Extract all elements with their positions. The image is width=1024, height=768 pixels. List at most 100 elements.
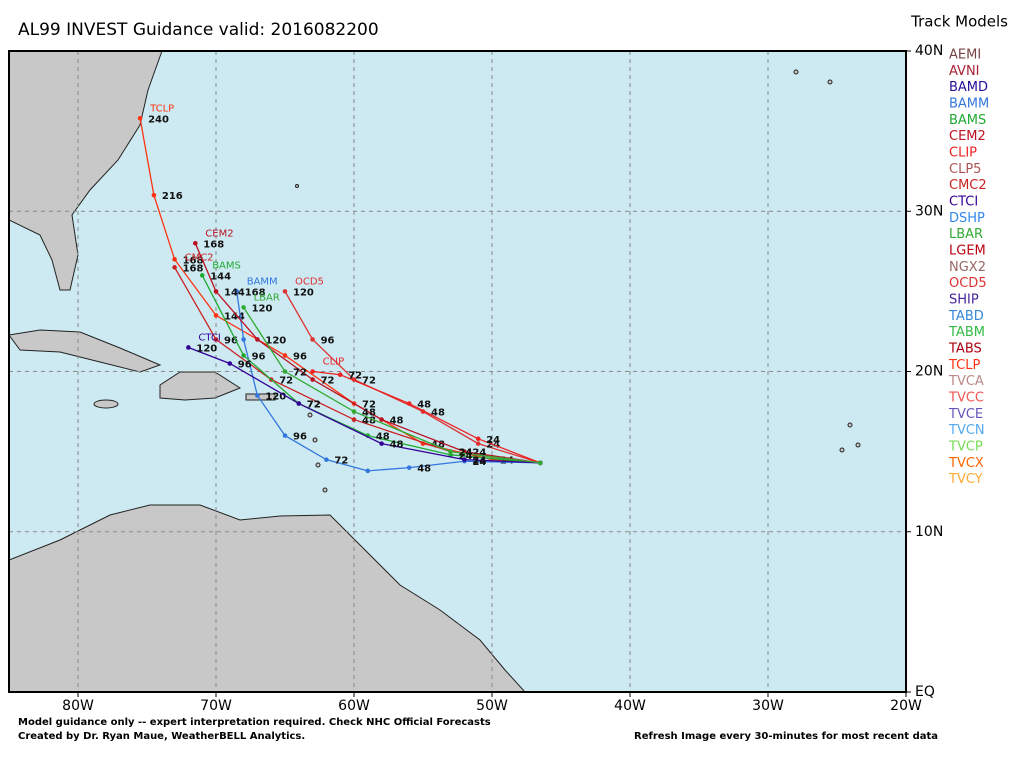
forecast-hour: 96: [238, 359, 252, 370]
track-point: [462, 457, 467, 462]
track-point: [351, 409, 357, 414]
track-point: [282, 369, 288, 374]
forecast-hour: 120: [196, 343, 217, 354]
forecast-hour: 144: [210, 271, 231, 282]
x-tick-label: 70W: [200, 698, 232, 714]
track-point: [282, 353, 288, 358]
x-tick-label: 60W: [338, 698, 370, 714]
legend-entry: TVCA: [948, 374, 984, 389]
track-point: [172, 257, 177, 262]
legend-entry: BAMM: [949, 96, 989, 111]
track-point: [282, 433, 288, 438]
forecast-hour: 72: [362, 376, 376, 387]
legend-entry: TVCC: [948, 390, 984, 405]
track-point: [310, 377, 315, 382]
track-point: [448, 449, 453, 454]
forecast-hour: 168: [183, 255, 204, 266]
track-point: [310, 369, 315, 374]
track-label: CTCI: [198, 332, 220, 343]
forecast-hour: 120: [265, 335, 286, 346]
legend-entry: TVCN: [948, 423, 985, 438]
track-point: [213, 313, 219, 318]
forecast-hour: 24: [459, 448, 473, 459]
forecast-hour: 240: [148, 114, 169, 125]
legend-entry: CEM2: [949, 129, 986, 144]
forecast-hour: 48: [390, 416, 404, 427]
track-point: [406, 465, 412, 470]
track-point: [337, 372, 343, 378]
legend-entry: TVCY: [948, 472, 983, 487]
legend-entry: BAMD: [949, 80, 988, 95]
land: [9, 51, 861, 692]
track-point: [199, 273, 205, 278]
forecast-hour: 96: [293, 351, 307, 362]
forecast-hour: 96: [293, 432, 307, 443]
forecast-hour: 120: [252, 303, 273, 314]
track-point: [234, 289, 239, 294]
track-label: OCD5: [295, 276, 324, 287]
track-point: [172, 265, 177, 270]
legend-entry: DSHP: [949, 211, 985, 226]
track-label: CMC2: [185, 252, 214, 263]
track-point: [193, 241, 198, 246]
track-label: BAMM: [247, 276, 278, 287]
track-point: [241, 337, 246, 342]
y-tick-label: 30N: [915, 203, 943, 219]
forecast-hour: 120: [293, 287, 314, 298]
forecast-hour: 48: [431, 408, 445, 419]
legend-entry: TVCE: [948, 407, 983, 422]
legend-entry: NGX2: [949, 260, 986, 275]
track-label: TCLP: [149, 103, 174, 114]
track-point: [448, 452, 453, 458]
forecast-hour: 72: [334, 456, 348, 467]
forecast-hour: 24: [472, 457, 486, 468]
forecast-hour: 48: [362, 408, 376, 419]
y-tick-label: 40N: [915, 43, 943, 59]
track-point: [379, 441, 384, 446]
track-point: [406, 401, 412, 406]
track-line: [188, 346, 541, 464]
track-point: [324, 457, 329, 462]
forecast-hour: 48: [417, 464, 431, 475]
footer-note: Model guidance only -- expert interpreta…: [18, 717, 491, 728]
forecast-hour: 48: [417, 400, 431, 411]
y-tick-label: 10N: [915, 524, 943, 540]
x-tick-label: 50W: [476, 698, 508, 714]
forecast-hour: 48: [390, 440, 404, 451]
track-label: LBAR: [254, 292, 280, 303]
forecast-hour: 168: [203, 239, 224, 250]
forecast-hour: 72: [307, 400, 321, 411]
legend-entry: TVCX: [948, 456, 984, 471]
track-point: [538, 460, 543, 466]
legend-entry: OCD5: [949, 276, 987, 291]
legend-entry: LBAR: [949, 227, 983, 242]
legend-entry: TABS: [948, 341, 982, 356]
legend-entry: CLIP: [949, 145, 977, 160]
forecast-hour: 72: [293, 368, 307, 379]
track-point: [255, 393, 260, 398]
forecast-hour: 96: [321, 335, 335, 346]
track-label: CLIP: [323, 357, 345, 368]
legend-entry: BAMS: [949, 113, 986, 128]
track-point: [213, 289, 219, 294]
x-tick-label: 40W: [614, 698, 646, 714]
forecast-hour: 72: [279, 376, 293, 387]
footer-credit: Created by Dr. Ryan Maue, WeatherBELL An…: [18, 731, 305, 742]
legend-entry: CMC2: [949, 178, 987, 193]
forecast-hour: 48: [376, 432, 390, 443]
forecast-hour: 96: [224, 335, 238, 346]
track-point: [475, 441, 481, 446]
forecast-hour: 24: [472, 456, 486, 467]
forecast-hour: 24: [486, 435, 500, 446]
x-tick-label: 30W: [752, 698, 784, 714]
track-label: CEM2: [205, 228, 233, 239]
forecast-hour: 96: [252, 351, 266, 362]
legend-entry: TVCP: [948, 439, 983, 454]
forecast-hour: 72: [362, 400, 376, 411]
track-point: [186, 345, 191, 350]
map-title: AL99 INVEST Guidance valid: 2016082200: [18, 20, 379, 40]
legend-entry: CTCI: [949, 194, 978, 209]
legend-entry: AVNI: [949, 64, 980, 79]
forecast-hour: 72: [348, 371, 362, 382]
y-tick-label: 20N: [915, 364, 943, 380]
